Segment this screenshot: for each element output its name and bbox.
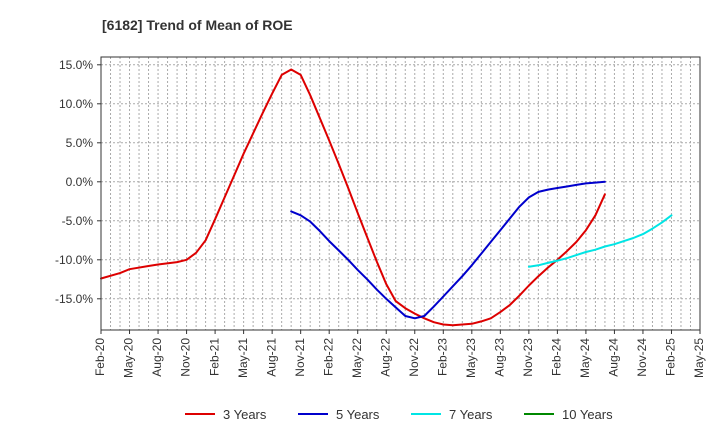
- y-tick-label: 10.0%: [59, 97, 93, 111]
- x-tick-label: Nov-23: [521, 338, 535, 377]
- x-tick-label: Nov-24: [635, 338, 649, 377]
- y-tick-label: -5.0%: [62, 214, 94, 228]
- y-tick-label: 15.0%: [59, 58, 93, 72]
- x-tick-label: Feb-24: [550, 338, 564, 376]
- y-tick-label: -15.0%: [55, 292, 93, 306]
- x-tick-label: Feb-22: [321, 338, 335, 376]
- x-tick-label: Nov-20: [179, 338, 193, 377]
- x-tick-label: Feb-23: [435, 338, 449, 376]
- x-tick-label: Feb-20: [93, 338, 107, 376]
- x-tick-label: May-25: [692, 338, 706, 378]
- x-axis-ticks: Feb-20 May-20 Aug-20 Nov-20 Feb-21 May-21 Aug-…: [93, 330, 706, 378]
- series-layer: [100, 68, 673, 327]
- legend-label-5-years: 5 Years: [336, 407, 380, 422]
- plot-frame: [100, 56, 701, 331]
- y-axis-ticks: 15.0% 10.0% 5.0% 0.0% -5.0% -10.0% -15.0%: [55, 58, 101, 306]
- series-line-7-years: [527, 214, 673, 268]
- legend-label-3-years: 3 Years: [223, 407, 267, 422]
- x-tick-label: Aug-21: [264, 338, 278, 377]
- x-tick-label: Aug-20: [150, 338, 164, 377]
- x-tick-label: May-21: [236, 338, 250, 378]
- x-tick-label: Feb-21: [207, 338, 221, 376]
- grid-layer: [100, 57, 701, 330]
- x-tick-label: May-23: [464, 338, 478, 378]
- y-tick-label: -10.0%: [55, 253, 93, 267]
- x-tick-label: May-24: [578, 338, 592, 378]
- x-tick-label: May-22: [350, 338, 364, 378]
- series-line-3-years: [100, 68, 606, 327]
- x-tick-label: Feb-25: [664, 338, 678, 376]
- y-tick-label: 0.0%: [66, 175, 94, 189]
- legend-label-7-years: 7 Years: [449, 407, 493, 422]
- chart-title: [6182] Trend of Mean of ROE: [102, 17, 293, 33]
- legend-label-10-years: 10 Years: [562, 407, 613, 422]
- y-tick-label: 5.0%: [66, 136, 94, 150]
- x-tick-label: Nov-21: [293, 338, 307, 377]
- x-tick-label: Aug-22: [378, 338, 392, 377]
- x-tick-label: May-20: [122, 338, 136, 378]
- series-line-5-years: [290, 180, 606, 320]
- legend: 3 Years 5 Years 7 Years 10 Years: [185, 407, 613, 422]
- x-tick-label: Aug-24: [607, 338, 621, 377]
- x-tick-label: Nov-22: [407, 338, 421, 377]
- x-tick-label: Aug-23: [493, 338, 507, 377]
